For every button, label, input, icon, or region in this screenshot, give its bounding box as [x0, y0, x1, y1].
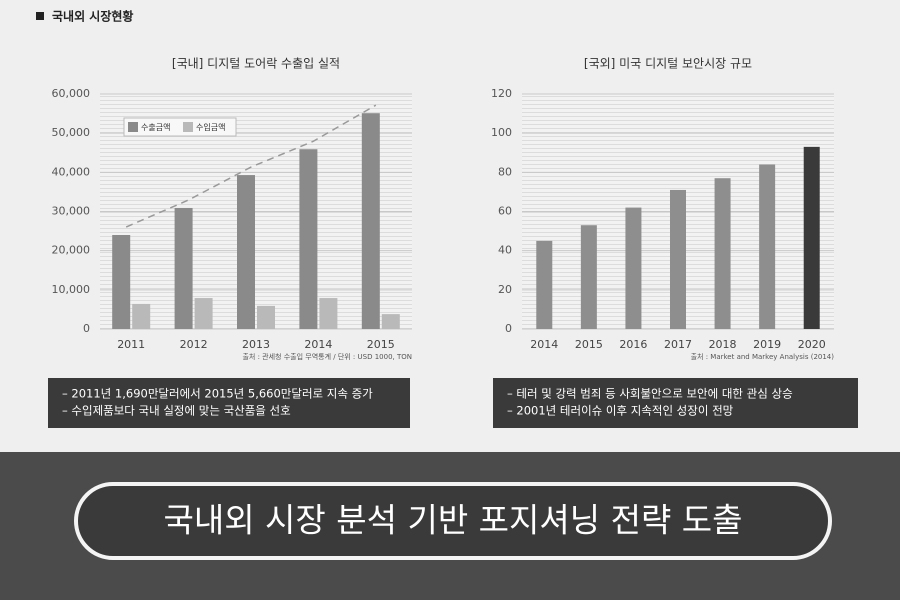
source-note: 출처 : Market and Markey Analysis (2014) — [691, 352, 835, 361]
trend-line — [125, 104, 377, 228]
x-tick-label: 2017 — [664, 338, 692, 351]
y-tick-label: 0 — [83, 322, 90, 335]
bar — [625, 207, 642, 329]
source-note: 출처 : 관세청 수출입 무역통계 / 단위 : USD 1000, TON — [242, 352, 412, 361]
x-tick-label: 2016 — [619, 338, 647, 351]
y-tick-label: 40,000 — [52, 165, 91, 178]
bar — [237, 175, 255, 329]
banner-text: 국내외 시장 분석 기반 포지셔닝 전략 도출 — [163, 501, 742, 540]
bar — [299, 149, 318, 329]
y-tick-label: 10,000 — [52, 283, 91, 296]
notes-box — [493, 378, 858, 428]
note-line: – 테러 및 강력 범죄 등 사회불안으로 보안에 대한 관심 상승 — [507, 387, 793, 401]
x-tick-label: 2014 — [530, 338, 558, 351]
x-tick-label: 2012 — [180, 338, 208, 351]
notes-box — [48, 378, 410, 428]
y-tick-label: 20 — [498, 283, 512, 296]
legend-swatch — [128, 122, 138, 132]
y-tick-label: 60,000 — [52, 87, 91, 100]
bar — [714, 178, 731, 329]
bar — [381, 314, 400, 329]
note-line: – 2011년 1,690만달러에서 2015년 5,660만달러로 지속 증가 — [62, 387, 373, 401]
bar — [536, 240, 553, 329]
y-tick-label: 0 — [505, 322, 512, 335]
bar — [803, 146, 820, 329]
x-tick-label: 2011 — [117, 338, 145, 351]
x-tick-label: 2013 — [242, 338, 270, 351]
x-tick-label: 2014 — [304, 338, 332, 351]
legend-box — [123, 117, 237, 137]
x-tick-label: 2015 — [575, 338, 603, 351]
bar — [112, 235, 131, 329]
note-line: – 2001년 테러이슈 이후 지속적인 성장이 전망 — [507, 404, 734, 418]
bar — [174, 207, 193, 329]
banner-pill — [74, 482, 832, 560]
y-tick-label: 100 — [491, 126, 512, 139]
x-tick-label: 2019 — [753, 338, 781, 351]
bar — [194, 298, 213, 329]
y-tick-label: 120 — [491, 87, 512, 100]
y-tick-label: 30,000 — [52, 205, 91, 218]
bar — [319, 298, 338, 329]
y-tick-label: 80 — [498, 165, 512, 178]
x-tick-label: 2018 — [709, 338, 737, 351]
header-title: 국내외 시장현황 — [52, 9, 133, 24]
bar — [580, 225, 597, 329]
bar — [132, 303, 151, 329]
note-line: – 수입제품보다 국내 실정에 맞는 국산품을 선호 — [62, 404, 291, 418]
y-tick-label: 40 — [498, 244, 512, 257]
legend-swatch — [183, 122, 193, 132]
y-tick-label: 60 — [498, 205, 512, 218]
bar — [361, 113, 380, 329]
y-tick-label: 20,000 — [52, 244, 91, 257]
x-tick-label: 2015 — [367, 338, 395, 351]
legend-label: 수입금액 — [196, 122, 225, 132]
y-tick-label: 50,000 — [52, 126, 91, 139]
chart-title: [국외] 미국 디지털 보안시장 규모 — [584, 57, 752, 71]
header-bullet — [36, 12, 44, 20]
bar — [759, 164, 776, 329]
chart-title: [국내] 디지털 도어락 수출입 실적 — [172, 57, 340, 71]
bar — [257, 305, 275, 329]
x-tick-label: 2020 — [798, 338, 826, 351]
legend-label: 수출금액 — [141, 122, 170, 132]
bar — [670, 189, 686, 329]
